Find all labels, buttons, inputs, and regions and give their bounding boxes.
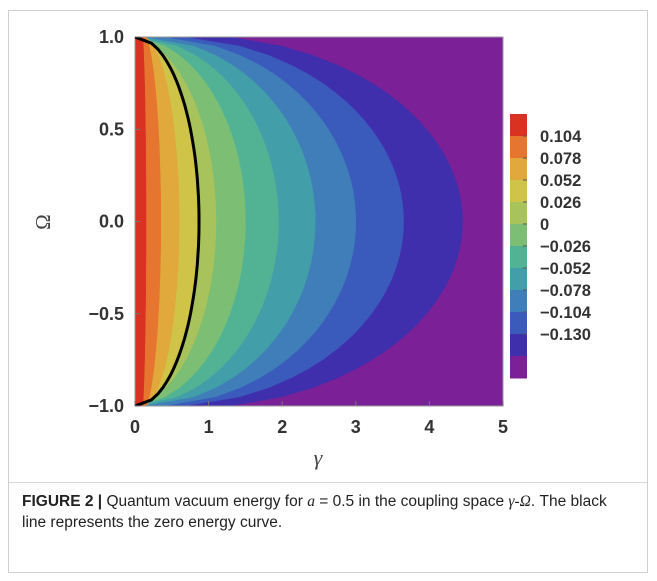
colorbar-swatch: [510, 202, 527, 225]
caption-a-symbol: a: [307, 493, 315, 510]
colorbar-swatch: [510, 136, 527, 159]
colorbar-label: 0.026: [540, 194, 581, 212]
y-axis-ticks: 1.0 0.5 0.0 −0.5 −1.0: [88, 27, 140, 416]
figure-caption: FIGURE 2 | Quantum vacuum energy for a =…: [22, 491, 622, 533]
colorbar-swatch: [510, 180, 527, 203]
colorbar: 0.104 0.078 0.052 0.026 0 −0.026 −0.052 −0.078 −…: [510, 114, 592, 379]
y-tick-label: 0.0: [99, 212, 124, 232]
x-tick-label: 3: [351, 417, 361, 437]
colorbar-swatch: [510, 224, 527, 247]
colorbar-label: 0: [540, 216, 549, 234]
x-tick-label: 0: [130, 417, 140, 437]
x-tick-label: 5: [498, 417, 508, 437]
caption-text-1: Quantum vacuum energy for: [102, 493, 308, 510]
colorbar-label: −0.026: [540, 238, 591, 256]
colorbar-label: −0.052: [540, 260, 591, 278]
x-tick-label: 4: [424, 417, 434, 437]
colorbar-swatch: [510, 334, 527, 357]
y-tick-label: 0.5: [99, 119, 124, 139]
colorbar-swatch: [510, 290, 527, 313]
caption-text-3: . The black line represents the zero ene…: [22, 493, 607, 531]
colorbar-label: −0.130: [540, 326, 591, 344]
colorbar-swatch: [510, 356, 527, 379]
y-tick-label: 1.0: [99, 27, 124, 47]
caption-divider: [9, 482, 647, 483]
zero-energy-curve: [135, 37, 201, 406]
y-tick-label: −1.0: [88, 396, 124, 416]
caption-text-2: = 0.5 in the coupling space: [314, 493, 509, 510]
x-axis-label: γ: [314, 445, 324, 470]
colorbar-swatch: [510, 246, 527, 269]
y-axis-label: Ω: [31, 214, 55, 230]
caption-space-symbol: γ-Ω: [508, 493, 531, 510]
colorbar-swatch: [510, 114, 527, 137]
colorbar-label: 0.104: [540, 128, 582, 146]
colorbar-label: 0.078: [540, 150, 581, 168]
contour-bands: [135, 37, 503, 406]
colorbar-swatch: [510, 268, 527, 291]
caption-label: FIGURE 2 |: [22, 493, 103, 510]
colorbar-swatch: [510, 312, 527, 335]
x-tick-label: 1: [204, 417, 214, 437]
colorbar-label: −0.104: [540, 304, 592, 322]
colorbar-swatch: [510, 158, 527, 181]
x-tick-label: 2: [277, 417, 287, 437]
x-axis-ticks: 0 1 2 3 4 5: [130, 401, 508, 437]
colorbar-label: −0.078: [540, 282, 591, 300]
colorbar-label: 0.052: [540, 172, 581, 190]
y-tick-label: −0.5: [88, 304, 124, 324]
